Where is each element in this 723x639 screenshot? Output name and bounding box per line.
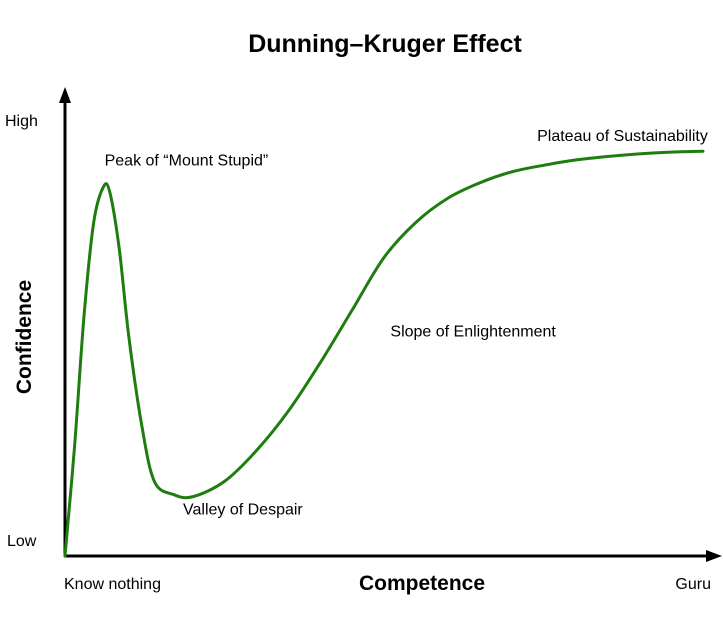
y-axis: High Low Confidence [5, 87, 71, 556]
x-axis-arrowhead [706, 550, 722, 562]
annotation-label: Peak of “Mount Stupid” [105, 152, 269, 169]
series-group [63, 149, 705, 558]
y-axis-label: Confidence [13, 280, 36, 394]
x-axis-label: Competence [359, 572, 485, 595]
x-tick-label-guru: Guru [675, 576, 711, 593]
annotation-label: Valley of Despair [183, 501, 303, 518]
annotation-label: Slope of Enlightenment [390, 324, 556, 341]
y-axis-arrowhead [59, 87, 71, 103]
y-tick-label-high: High [5, 113, 38, 130]
x-tick-label-know-nothing: Know nothing [64, 576, 161, 593]
y-tick-label-low: Low [7, 533, 37, 550]
annotation-label: Plateau of Sustainability [537, 128, 708, 145]
chart-title: Dunning–Kruger Effect [248, 30, 522, 58]
annotations-group: Peak of “Mount Stupid” Valley of Despair S… [105, 128, 708, 518]
confidence-curve-line [63, 149, 705, 558]
x-axis: Know nothing Guru Competence [64, 550, 722, 595]
